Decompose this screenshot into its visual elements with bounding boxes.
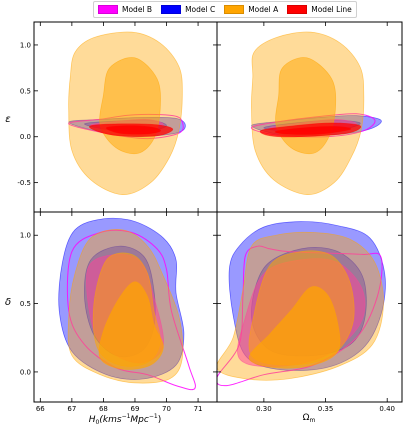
tick-label: 70: [162, 405, 171, 413]
tick-label: 0.0: [20, 133, 31, 141]
contour-model-line-68: [105, 125, 161, 135]
tick-label: 1.0: [20, 232, 31, 240]
panel-Om-eps: [250, 31, 382, 195]
tick-label: 67: [67, 405, 76, 413]
contour-model-b-95: [66, 229, 196, 391]
legend-swatch: [161, 5, 182, 14]
tick-label: 0.5: [20, 300, 31, 308]
tick-label: 71: [194, 405, 203, 413]
panel-H0-delta: [58, 217, 196, 391]
contour-model-line-68: [274, 126, 352, 135]
legend-item: Model Line: [287, 5, 352, 14]
legend-label: Model A: [248, 5, 279, 14]
tick-label: 1.0: [20, 41, 31, 49]
panel-H0-eps: [68, 31, 186, 195]
tick-label: 0.35: [318, 405, 334, 413]
tick-label: 68: [99, 405, 108, 413]
legend-swatch: [224, 5, 245, 14]
legend-item: Model B: [98, 5, 152, 14]
panel-Om-delta: [217, 221, 386, 387]
x-axis-label-omega-m: Ωm: [303, 413, 316, 424]
contour-model-b-95: [217, 245, 383, 387]
legend-item: Model C: [161, 5, 215, 14]
tick-label: -0.5: [17, 179, 31, 187]
contour-model-a-68-core: [248, 286, 341, 369]
tick-label: 0.0: [20, 368, 31, 376]
contour-model-a-68-core: [98, 281, 164, 370]
legend-swatch: [98, 5, 118, 14]
tick-label: 0.40: [379, 405, 395, 413]
y-axis-label-delta: δ: [5, 297, 11, 308]
legend-label: Model B: [122, 5, 153, 14]
contour-model-a-68: [275, 57, 337, 155]
legend-label: Model Line: [311, 5, 352, 14]
tick-label: 0.30: [256, 405, 272, 413]
contour-model-a-68: [99, 57, 161, 155]
legend-item: Model A: [224, 5, 278, 14]
legend-label: Model C: [185, 5, 216, 14]
y-axis-label-eps: ε: [5, 114, 11, 125]
legend: Model B Model C Model A Model Line: [93, 1, 357, 18]
tick-label: 66: [36, 405, 45, 413]
tick-label: 0.5: [20, 87, 31, 95]
tick-label: 69: [131, 405, 140, 413]
x-axis-label-h0: H0(kms−1Mpc−1): [89, 413, 161, 426]
legend-swatch: [287, 5, 308, 14]
